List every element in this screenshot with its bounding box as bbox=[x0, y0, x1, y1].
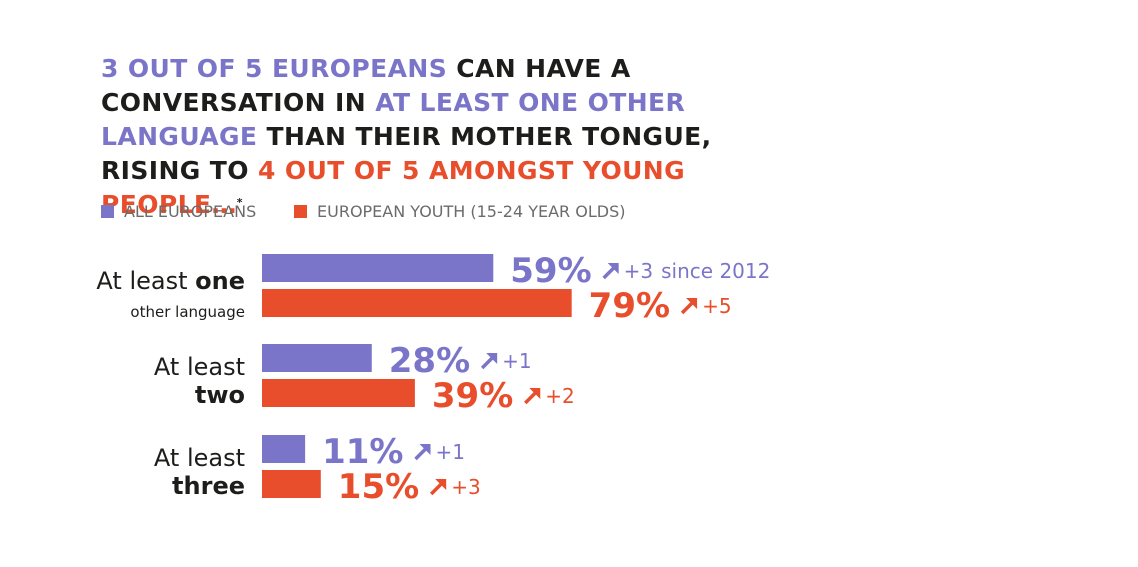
bar bbox=[262, 435, 306, 463]
value-label: 39% bbox=[432, 376, 513, 416]
legend-label-youth: EUROPEAN YOUTH (15-24 YEAR OLDS) bbox=[317, 202, 626, 221]
change-label: +3 bbox=[624, 259, 653, 283]
arrow-up-right-icon bbox=[524, 388, 541, 405]
value-label: 15% bbox=[338, 467, 419, 507]
bar bbox=[262, 470, 321, 498]
bar bbox=[262, 344, 372, 372]
category-label-sub: three bbox=[172, 472, 245, 500]
headline-part: CAN HAVE A CONVERSATION IN bbox=[101, 54, 631, 117]
category-label-sub: other language bbox=[130, 303, 245, 321]
arrow-up-right-icon bbox=[480, 353, 498, 370]
legend-item-all-europeans: ALL EUROPEANS bbox=[101, 202, 256, 221]
category-label: At least bbox=[154, 444, 245, 472]
value-label: 79% bbox=[589, 286, 670, 326]
arrow-up-right-icon bbox=[429, 479, 447, 496]
arrow-up-right-icon bbox=[680, 298, 698, 315]
change-label: +3 bbox=[451, 475, 480, 499]
headline: 3 OUT OF 5 EUROPEANS CAN HAVE A CONVERSA… bbox=[101, 52, 801, 222]
change-label: +2 bbox=[545, 384, 574, 408]
value-label: 59% bbox=[510, 251, 591, 291]
bar bbox=[262, 254, 494, 282]
category-label: At least one bbox=[96, 267, 245, 295]
bar bbox=[262, 289, 572, 317]
legend-swatch-youth bbox=[294, 205, 307, 218]
legend-item-european-youth: EUROPEAN YOUTH (15-24 YEAR OLDS) bbox=[294, 202, 625, 221]
bar bbox=[262, 379, 415, 407]
arrow-up-right-icon bbox=[414, 444, 431, 461]
value-label: 28% bbox=[389, 341, 470, 381]
change-label: +1 bbox=[436, 440, 465, 464]
legend-swatch-all bbox=[101, 205, 114, 218]
category-label: At least bbox=[154, 353, 245, 381]
legend-label-all: ALL EUROPEANS bbox=[124, 202, 257, 221]
headline-part: THAN THEIR MOTHER TONGUE, RISING TO bbox=[101, 122, 712, 185]
headline-part: AT LEAST ONE OTHER LANGUAGE bbox=[101, 88, 686, 151]
change-label: +1 bbox=[502, 349, 531, 373]
footnote-marker: * bbox=[236, 196, 243, 209]
category-label-sub: two bbox=[195, 381, 245, 409]
value-label: 11% bbox=[322, 432, 403, 472]
arrow-up-right-icon bbox=[602, 263, 619, 280]
headline-part: 3 OUT OF 5 EUROPEANS bbox=[101, 54, 448, 83]
headline-part: 4 OUT OF 5 AMONGST YOUNG PEOPLE… bbox=[101, 156, 686, 219]
change-note: since 2012 bbox=[661, 259, 770, 283]
change-label: +5 bbox=[702, 294, 731, 318]
